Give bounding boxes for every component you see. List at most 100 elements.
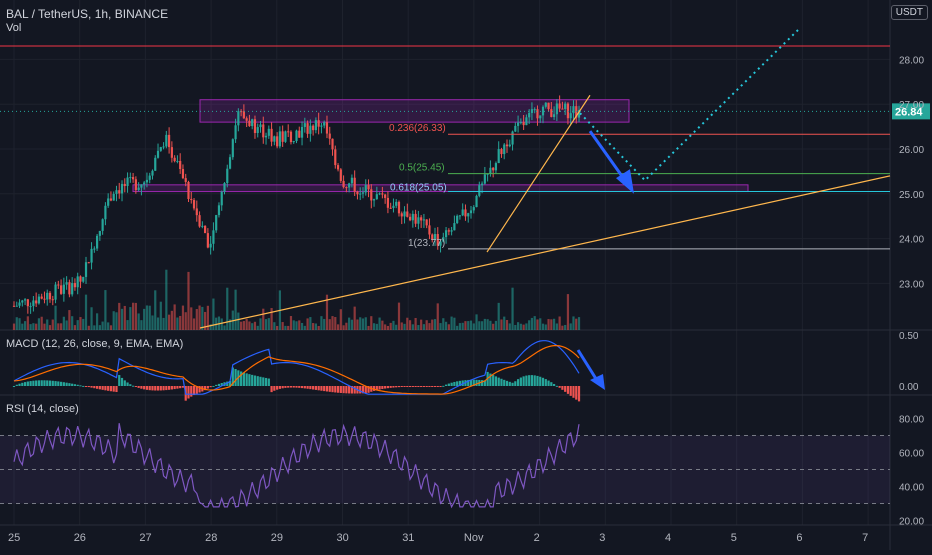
macd-histogram-bar (403, 386, 406, 387)
macd-histogram-bar (408, 386, 412, 387)
volume-bar (328, 319, 331, 330)
macd-histogram-bar (558, 386, 561, 388)
candle-body (497, 149, 500, 164)
macd-histogram-bar (120, 377, 124, 386)
candle-body (505, 144, 509, 147)
volume-bar (240, 321, 243, 330)
candle-body (550, 109, 553, 117)
candle-body (541, 106, 545, 116)
candle-body (533, 109, 536, 111)
macd-histogram-bar (552, 383, 556, 386)
volume-bar (442, 318, 445, 330)
volume-bar (192, 318, 196, 330)
volume-bar (345, 322, 348, 330)
volume-bar (489, 320, 492, 330)
candle-body (312, 125, 315, 131)
volume-bar (469, 320, 473, 330)
macd-histogram-bar (76, 384, 79, 386)
candle-body (328, 133, 331, 139)
macd-histogram-bar (278, 386, 281, 389)
volume-bar (378, 317, 381, 330)
macd-histogram-bar (204, 386, 207, 391)
macd-histogram-bar (334, 386, 337, 393)
macd-histogram-bar (312, 386, 315, 390)
macd-histogram-bar (480, 380, 484, 386)
candle-body (444, 230, 448, 238)
volume-bar (444, 321, 448, 330)
volume-bar (403, 323, 406, 330)
macd-histogram-bar (314, 386, 317, 390)
volume-bar (159, 301, 162, 330)
macd-histogram-bar (215, 384, 218, 386)
candle-body (259, 124, 262, 128)
time-tick: 5 (731, 532, 737, 544)
volume-bar (276, 325, 279, 330)
candle-body (331, 138, 334, 150)
volume-bar (397, 302, 401, 330)
macd-histogram-bar (276, 386, 279, 390)
macd-histogram-bar (533, 375, 536, 386)
down-arrow-head (616, 169, 634, 194)
candle-body (154, 157, 157, 171)
candle-body (342, 180, 345, 188)
volume-bar (251, 323, 254, 330)
macd-histogram-bar (245, 373, 248, 386)
volume-bar (456, 325, 459, 330)
candle-body (577, 110, 581, 118)
volume-bar (422, 324, 426, 330)
volume-bar (389, 322, 392, 330)
candle-body (525, 117, 528, 126)
symbol-title[interactable]: BAL / TetherUS, 1h, BINANCE (6, 7, 169, 21)
macd-histogram-bar (242, 372, 245, 386)
volume-bar (107, 322, 110, 330)
macd-histogram-bar (328, 386, 331, 392)
candle-body (389, 207, 392, 209)
candle-body (240, 111, 243, 113)
candle-body (29, 306, 32, 308)
macd-histogram-bar (475, 379, 478, 386)
candle-body (145, 179, 149, 183)
volume-bar (497, 302, 500, 330)
macd-histogram-bar (367, 386, 370, 393)
volume-bar (57, 323, 60, 330)
volume-bar (101, 321, 104, 330)
macd-histogram-bar (566, 386, 570, 394)
candle-body (209, 243, 212, 248)
macd-histogram-bar (289, 386, 293, 388)
macd-histogram-bar (348, 386, 351, 394)
macd-histogram-bar (422, 386, 426, 387)
macd-histogram-bar (309, 386, 312, 390)
currency-button[interactable]: USDT (890, 5, 928, 20)
volume-bar (464, 321, 467, 330)
volume-bar (525, 323, 528, 330)
rising-trendline (486, 94, 591, 253)
macd-histogram-bar (300, 386, 304, 389)
volume-bar (500, 319, 503, 330)
candle-body (73, 283, 77, 288)
macd-histogram-bar (82, 385, 85, 387)
price-tick: 26.00 (899, 145, 924, 156)
macd-tick: 0.00 (899, 382, 919, 393)
volume-bar (392, 320, 395, 330)
macd-histogram-bar (400, 386, 403, 387)
macd-histogram-bar (536, 375, 539, 386)
candle-body (536, 109, 539, 119)
macd-line (13, 340, 580, 395)
volume-bar (173, 304, 176, 330)
candle-body (179, 160, 182, 169)
last-price-tag (892, 103, 930, 120)
candle-body (500, 149, 503, 155)
volume-bar (450, 316, 453, 330)
candle-body (566, 103, 570, 119)
macd-histogram-bar (259, 376, 262, 386)
candle-body (48, 292, 52, 300)
volume-bar (109, 325, 113, 330)
macd-histogram-bar (339, 386, 342, 393)
volume-bars (12, 269, 581, 330)
macd-histogram-bar (467, 379, 470, 386)
volume-bar (287, 325, 290, 330)
candle-body (173, 157, 176, 162)
